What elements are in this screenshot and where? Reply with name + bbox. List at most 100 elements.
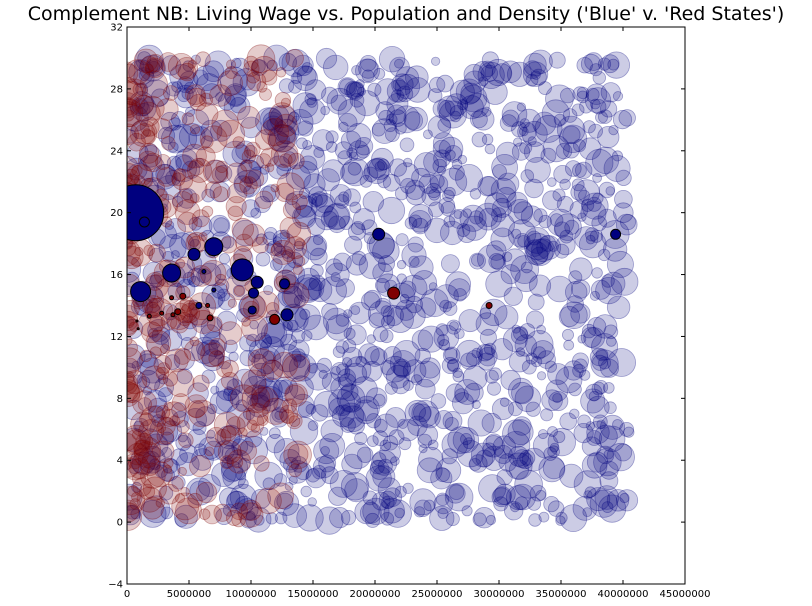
- background-point: [357, 446, 374, 464]
- background-point: [565, 280, 588, 304]
- background-point: [147, 61, 161, 74]
- background-point: [269, 408, 289, 428]
- background-point: [562, 108, 578, 123]
- background-point: [541, 99, 570, 128]
- background-point: [161, 136, 176, 151]
- background-point: [474, 202, 503, 231]
- background-point: [377, 174, 392, 189]
- background-point: [553, 165, 572, 184]
- background-point: [438, 167, 468, 197]
- background-point: [482, 79, 508, 105]
- background-point: [333, 252, 352, 272]
- background-point: [479, 328, 497, 346]
- background-point: [304, 79, 327, 101]
- background-point: [606, 489, 630, 512]
- background-point: [606, 250, 634, 278]
- background-point: [266, 59, 278, 72]
- background-point: [517, 122, 537, 142]
- background-point: [586, 395, 610, 419]
- background-point: [285, 193, 298, 206]
- background-point: [217, 92, 236, 111]
- background-point: [328, 397, 351, 420]
- background-point: [166, 155, 182, 171]
- background-point: [184, 394, 209, 418]
- background-point: [273, 145, 299, 172]
- data-point: [162, 263, 182, 283]
- background-point: [344, 81, 362, 99]
- x-tick-label: 15000000: [288, 589, 339, 600]
- background-point: [620, 214, 637, 231]
- background-point: [328, 486, 348, 506]
- background-point: [448, 208, 469, 229]
- background-point: [284, 383, 308, 407]
- background-point: [548, 500, 565, 517]
- background-point: [202, 159, 228, 184]
- background-point: [198, 231, 208, 241]
- background-point: [355, 79, 365, 89]
- background-point: [476, 344, 494, 362]
- background-point: [288, 415, 301, 428]
- background-point: [161, 446, 173, 458]
- background-point: [175, 148, 198, 172]
- background-point: [221, 425, 237, 442]
- background-point: [272, 232, 296, 256]
- background-point: [605, 186, 615, 196]
- background-point: [134, 123, 156, 145]
- background-point: [269, 105, 298, 133]
- background-point: [181, 112, 195, 126]
- background-point: [492, 435, 517, 459]
- background-point: [330, 94, 348, 112]
- background-point: [536, 235, 562, 260]
- background-point: [137, 445, 166, 474]
- background-point: [586, 87, 600, 102]
- background-point: [127, 123, 139, 146]
- background-point: [614, 190, 633, 209]
- background-point: [316, 357, 332, 373]
- background-point: [315, 47, 338, 70]
- background-point: [371, 118, 398, 144]
- background-point: [534, 114, 563, 143]
- background-point: [285, 164, 311, 190]
- background-point: [175, 57, 199, 80]
- background-point: [225, 59, 236, 70]
- background-point: [399, 293, 410, 304]
- background-point: [366, 157, 388, 179]
- background-point: [393, 360, 412, 379]
- background-point: [132, 477, 152, 497]
- background-point: [451, 159, 463, 170]
- background-point: [344, 362, 368, 386]
- background-point: [462, 208, 473, 218]
- background-point: [484, 192, 510, 217]
- background-point: [129, 119, 158, 147]
- background-point: [591, 146, 620, 174]
- background-point: [270, 140, 299, 168]
- background-point: [519, 323, 536, 339]
- background-point: [495, 186, 517, 208]
- background-point: [359, 54, 377, 72]
- background-point: [165, 169, 182, 186]
- background-point: [214, 350, 224, 360]
- data-point: [230, 258, 254, 282]
- background-point: [589, 63, 603, 77]
- background-point: [530, 246, 549, 265]
- background-point: [160, 329, 183, 352]
- background-point: [211, 461, 237, 487]
- background-point: [607, 58, 620, 71]
- background-point: [161, 401, 187, 426]
- background-point: [127, 382, 141, 404]
- background-point: [521, 447, 546, 472]
- background-point: [339, 78, 356, 95]
- background-point: [148, 298, 159, 309]
- background-point: [210, 119, 232, 142]
- background-point: [390, 456, 400, 466]
- background-point: [456, 440, 484, 468]
- background-point: [319, 432, 346, 459]
- background-point: [234, 175, 252, 193]
- background-point: [241, 384, 271, 414]
- background-point: [248, 362, 275, 389]
- background-point: [221, 457, 233, 469]
- background-point: [532, 346, 547, 360]
- background-point: [307, 362, 319, 374]
- background-point: [466, 350, 483, 367]
- background-point: [345, 324, 367, 346]
